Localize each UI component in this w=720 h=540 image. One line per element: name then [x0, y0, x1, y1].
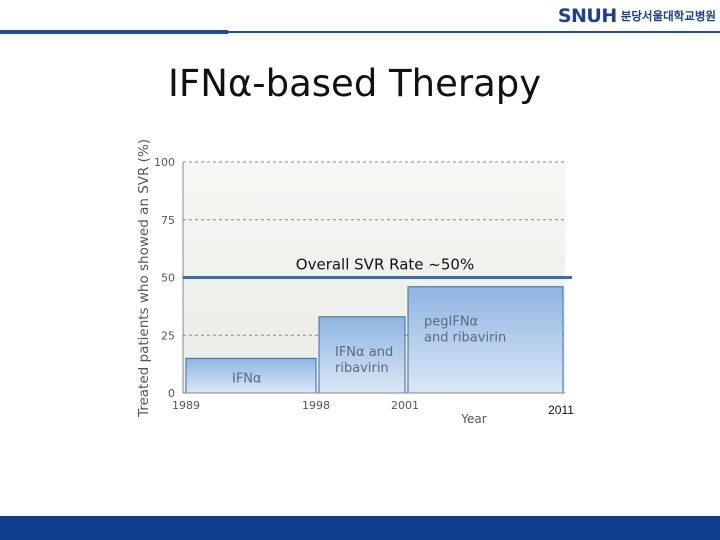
logo-subtitle: 분당서울대학교병원 [620, 9, 716, 23]
y-tick-100: 100 [154, 156, 175, 169]
header-rule-thin [228, 31, 720, 33]
y-axis-label: Treated patients who showed an SVR (%) [136, 139, 152, 418]
x-axis-label: Year [460, 412, 486, 426]
y-tick-75: 75 [161, 214, 175, 227]
footer-bar [0, 516, 720, 540]
x-tick-1989: 1989 [172, 399, 200, 412]
x-tick-2001: 2001 [391, 399, 419, 412]
bar-1 [185, 357, 317, 394]
header-rule-thick [0, 30, 228, 34]
bar-3-label-line1: pegIFNα [424, 315, 478, 330]
logo-text: SNUH [557, 5, 617, 27]
slide-title: IFNα-based Therapy [168, 62, 542, 105]
snuh-logo: SNUH 분당서울대학교병원 [558, 4, 716, 28]
bar-2-label-line1: IFNα and [335, 345, 393, 360]
bar-3 [407, 286, 564, 394]
x-tick-2011: 2011 [548, 403, 574, 417]
y-tick-25: 25 [161, 329, 175, 342]
bar-2-label-line2: ribavirin [335, 361, 389, 376]
bar-1-label: IFNα [232, 371, 262, 386]
x-tick-1998: 1998 [302, 399, 330, 412]
bar-2 [318, 316, 406, 394]
reference-line-label: Overall SVR Rate ~50% [296, 256, 474, 274]
y-tick-0: 0 [168, 387, 175, 400]
y-tick-50: 50 [161, 272, 175, 285]
bar-3-label-line2: and ribavirin [424, 331, 506, 346]
